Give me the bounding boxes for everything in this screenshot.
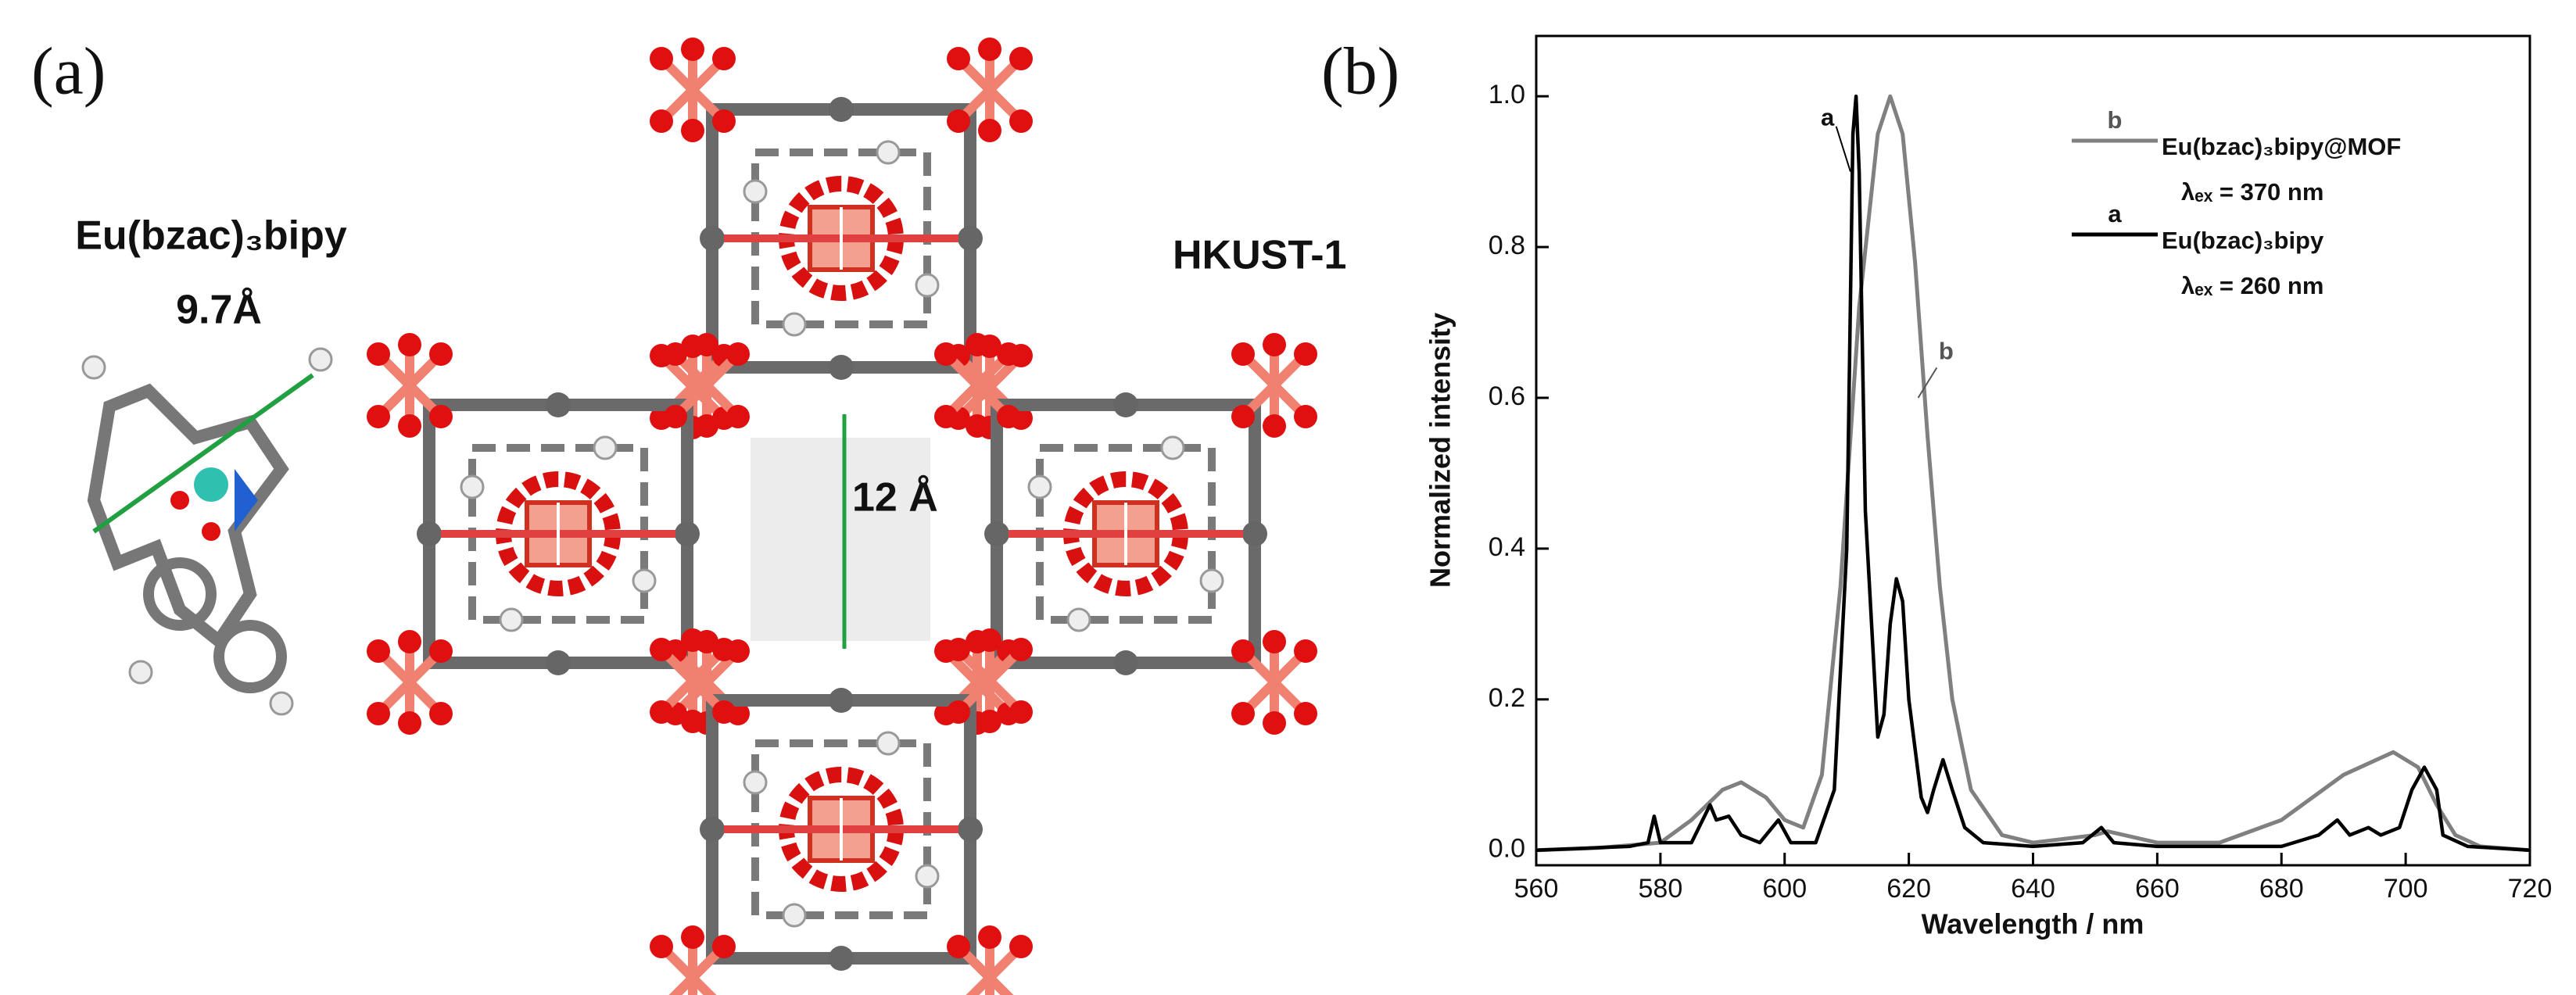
x-tick-label: 640 <box>2011 874 2055 904</box>
panel-label: (b) <box>1321 34 1399 109</box>
legend-label: Eu(bzac)₃bipy@MOF <box>2162 133 2401 160</box>
framework-name: HKUST-1 <box>1173 233 1346 278</box>
x-tick-label: 560 <box>1514 874 1559 904</box>
pore-size: 12 Å <box>852 475 938 521</box>
legend-excitation: λₑₓ = 260 nm <box>2181 272 2323 299</box>
y-tick-label: 0.8 <box>1489 231 1525 260</box>
x-axis-label: Wavelength / nm <box>1922 908 2144 940</box>
y-tick-label: 1.0 <box>1489 80 1525 109</box>
framework <box>367 38 1317 995</box>
x-tick-label: 580 <box>1639 874 1683 904</box>
x-tick-label: 680 <box>2259 874 2304 904</box>
legend-marker-label: a <box>2108 200 2122 227</box>
molecule <box>81 347 333 716</box>
x-tick-label: 700 <box>2384 874 2428 904</box>
y-tick-label: 0.4 <box>1489 532 1525 562</box>
panel-label: (a) <box>31 34 106 109</box>
annotation-leader <box>1835 126 1851 172</box>
y-tick-label: 0.6 <box>1489 381 1525 411</box>
y-axis-label: Normalized intensity <box>1424 313 1456 588</box>
legend-marker-label: b <box>2108 106 2123 134</box>
y-tick-label: 0.2 <box>1489 683 1525 713</box>
series-line <box>1535 94 2531 852</box>
x-tick-label: 660 <box>2135 874 2180 904</box>
x-tick-label: 720 <box>2508 874 2553 904</box>
y-tick-label: 0.0 <box>1489 834 1525 864</box>
molecule-size: 9.7Å <box>176 288 262 333</box>
molecule-name: Eu(bzac)₃bipy <box>75 213 347 259</box>
curve-annotation: b <box>1939 337 1954 364</box>
series-line <box>1535 94 2531 853</box>
curve-annotation: a <box>1821 103 1835 131</box>
x-tick-label: 600 <box>1762 874 1807 904</box>
legend-excitation: λₑₓ = 370 nm <box>2181 178 2323 206</box>
x-tick-label: 620 <box>1886 874 1931 904</box>
annotation-leader <box>1917 367 1938 399</box>
legend-label: Eu(bzac)₃bipy <box>2162 227 2324 254</box>
